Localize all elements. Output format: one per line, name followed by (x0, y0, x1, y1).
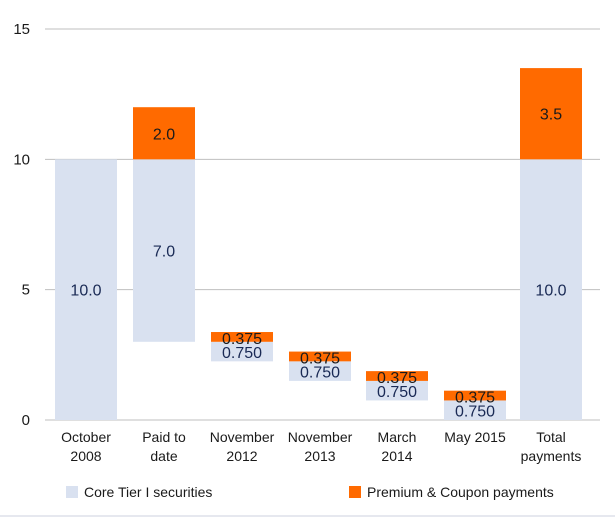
x-category-label: November (210, 429, 275, 445)
bar-core-tier (444, 400, 506, 420)
x-category-label: payments (521, 448, 582, 464)
bar-premium-coupon (133, 107, 195, 160)
data-label-premium-coupon: 2.0 (153, 126, 175, 143)
x-category-label: May 2015 (444, 429, 506, 445)
y-tick-label: 5 (22, 282, 30, 299)
bar-premium-coupon (366, 371, 428, 381)
y-axis-ticks: 0 5 10 15 (13, 21, 30, 429)
data-label-core-tier: 0.750 (222, 345, 262, 362)
data-label-core-tier: 10.0 (70, 283, 101, 300)
data-label-premium-coupon: 0.375 (377, 370, 417, 387)
data-labels: 10.07.02.00.7500.3750.7500.3750.7500.375… (70, 107, 566, 421)
bar-premium-coupon (211, 332, 273, 342)
data-label-premium-coupon: 0.375 (300, 350, 340, 367)
data-label-core-tier: 10.0 (535, 283, 566, 300)
bar-core-tier (366, 380, 428, 401)
legend-swatch-premium-coupon (349, 486, 361, 498)
x-category-label: Total (536, 429, 566, 445)
x-category-label: 2012 (226, 448, 257, 464)
legend-swatch-core-tier (66, 486, 78, 498)
data-label-core-tier: 7.0 (153, 244, 175, 261)
x-axis-categories: October 2008 Paid to date November 2012 Novemb… (61, 429, 581, 464)
x-category-label: March (378, 429, 417, 445)
data-label-core-tier: 0.750 (377, 384, 417, 401)
bar-core-tier (55, 159, 117, 421)
x-category-label: October (61, 429, 111, 445)
bar-core-tier (211, 341, 273, 362)
x-category-label: 2014 (381, 448, 412, 464)
y-tick-label: 0 (22, 412, 30, 429)
y-tick-label: 15 (13, 21, 30, 38)
x-category-label: November (288, 429, 353, 445)
legend-label-premium-coupon: Premium & Coupon payments (367, 484, 554, 500)
bar-premium-coupon (444, 390, 506, 401)
data-label-core-tier: 0.750 (300, 364, 340, 381)
data-label-premium-coupon: 0.375 (455, 389, 495, 406)
bar-premium-coupon (289, 351, 351, 362)
x-category-label: 2008 (70, 448, 101, 464)
bar-premium-coupon (520, 68, 582, 160)
bar-core-tier (520, 159, 582, 421)
bar-core-tier (289, 361, 351, 381)
bars (55, 68, 582, 421)
bottom-divider (0, 515, 615, 517)
legend-item-premium-coupon: Premium & Coupon payments (349, 484, 554, 500)
legend-label-core-tier: Core Tier I securities (84, 484, 213, 500)
y-tick-label: 10 (13, 151, 30, 168)
x-category-label: 2013 (304, 448, 335, 464)
bar-core-tier (133, 159, 195, 342)
legend-item-core-tier: Core Tier I securities (66, 484, 212, 500)
x-category-label: Paid to (142, 429, 186, 445)
data-label-premium-coupon: 0.375 (222, 331, 262, 348)
data-label-core-tier: 0.750 (455, 403, 495, 420)
x-category-label: date (150, 448, 177, 464)
data-label-premium-coupon: 3.5 (540, 107, 562, 124)
